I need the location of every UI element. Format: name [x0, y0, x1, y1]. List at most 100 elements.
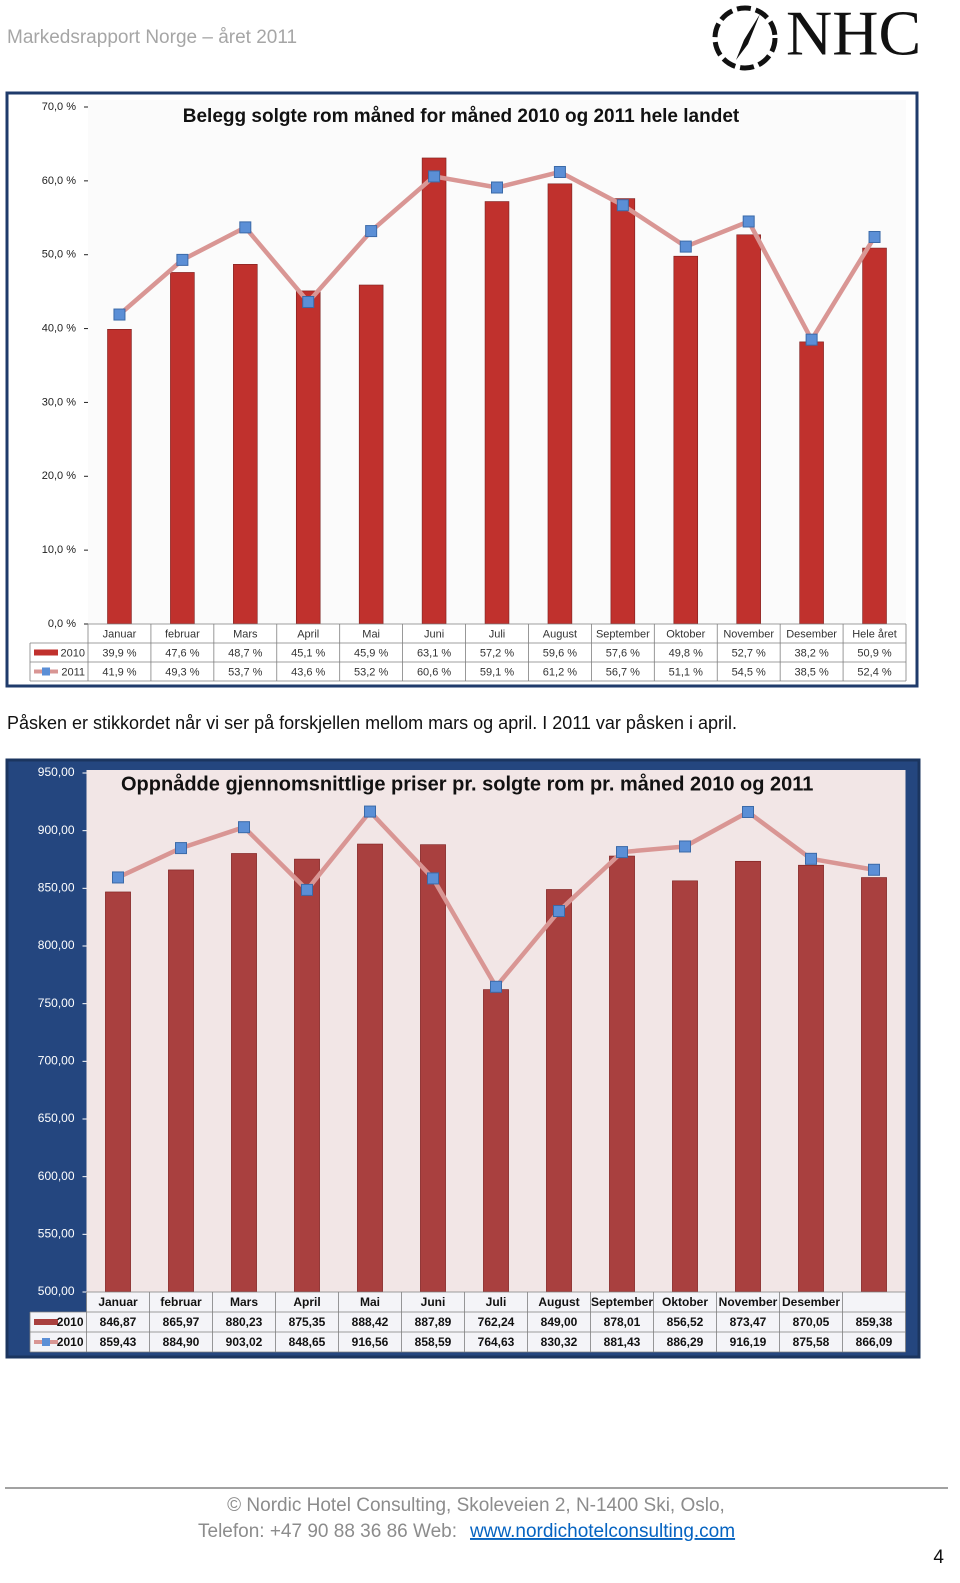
value-label: 886,29	[667, 1335, 704, 1349]
y-tick-label: 650,00	[38, 1111, 75, 1125]
value-label: 762,24	[478, 1315, 515, 1329]
value-label: 47,6 %	[165, 647, 199, 659]
bar	[105, 891, 131, 1293]
header-title: Markedsrapport Norge – året 2011	[7, 27, 297, 48]
value-label: 56,7 %	[606, 666, 640, 678]
logo-text: NHC	[786, 0, 921, 69]
x-tick-label: Juli	[486, 1295, 507, 1309]
value-label: 859,43	[100, 1335, 137, 1349]
value-label: 59,6 %	[543, 647, 577, 659]
x-tick-label: februar	[160, 1295, 202, 1309]
value-label: 873,47	[730, 1315, 767, 1329]
x-tick-label: Hele året	[852, 628, 897, 640]
legend-label: 2010	[61, 647, 85, 659]
x-tick-label: August	[543, 628, 577, 640]
marker	[742, 805, 754, 818]
bar	[673, 255, 699, 625]
x-tick-label: November	[723, 628, 774, 640]
value-label: 856,52	[667, 1315, 704, 1329]
chart: 0,0 % 10,0 % 20,0 % 30,0 % 40,0 % 50,0 % 60,0 …	[5, 91, 919, 688]
x-tick-label: November	[719, 1295, 778, 1309]
value-label: 916,19	[730, 1335, 767, 1349]
marker	[301, 883, 313, 896]
marker	[491, 181, 503, 194]
marker	[679, 240, 692, 253]
marker	[113, 308, 126, 321]
bar	[358, 284, 384, 625]
data-table	[86, 1292, 906, 1312]
value-label: 916,56	[352, 1335, 389, 1349]
marker	[616, 199, 629, 212]
marker	[679, 840, 691, 853]
value-label: 830,32	[541, 1335, 578, 1349]
bar	[294, 858, 320, 1293]
value-label: 875,58	[793, 1335, 830, 1349]
value-label: 45,9 %	[354, 647, 388, 659]
value-label: 849,00	[541, 1315, 578, 1329]
x-tick-label: Mars	[233, 628, 258, 640]
value-label: 878,01	[604, 1315, 641, 1329]
marker	[868, 863, 880, 876]
value-label: 53,7 %	[228, 666, 262, 678]
marker	[616, 846, 628, 859]
value-label: 57,6 %	[606, 647, 640, 659]
legend-swatch	[34, 649, 58, 656]
y-tick-label: 500,00	[38, 1284, 75, 1298]
marker	[112, 871, 124, 884]
value-label: 43,6 %	[291, 666, 325, 678]
value-label: 41,9 %	[102, 666, 136, 678]
marker	[805, 333, 818, 346]
x-tick-label: Desember	[782, 1295, 840, 1309]
value-label: 884,90	[163, 1335, 200, 1349]
y-tick-label: 850,00	[38, 881, 75, 895]
marker	[553, 905, 565, 918]
x-tick-label: Januar	[103, 628, 137, 640]
value-label: 52,7 %	[732, 647, 766, 659]
value-label: 53,2 %	[354, 666, 388, 678]
bar	[295, 290, 321, 625]
y-tick-label: 700,00	[38, 1054, 75, 1068]
bar	[799, 341, 824, 625]
x-tick-label: Mars	[230, 1295, 258, 1309]
value-label: 859,38	[856, 1315, 893, 1329]
legend-label: 2011	[61, 666, 85, 678]
x-tick-label: Desember	[786, 628, 837, 640]
marker	[176, 253, 189, 266]
value-label: 52,4 %	[857, 666, 891, 678]
bar	[107, 329, 132, 625]
value-label: 846,87	[100, 1315, 137, 1329]
bar	[231, 853, 257, 1293]
marker	[428, 170, 441, 183]
bar	[483, 989, 509, 1293]
value-label: 866,09	[856, 1335, 893, 1349]
x-tick-label: Oktober	[662, 1295, 708, 1309]
bar	[547, 183, 573, 625]
legend-label: 2010	[57, 1335, 84, 1349]
data-table	[88, 624, 906, 643]
value-label: 63,1 %	[417, 647, 451, 659]
value-label: 888,42	[352, 1315, 389, 1329]
value-label: 48,7 %	[228, 647, 262, 659]
legend-label: 2010	[57, 1315, 84, 1329]
paragraph: Påsken er stikkordet når vi ser på forsk…	[7, 713, 737, 733]
logo-needle	[736, 14, 760, 60]
y-tick-label: 50,0 %	[42, 249, 76, 261]
value-label: 51,1 %	[669, 666, 703, 678]
bar	[421, 157, 447, 625]
y-tick-label: 0,0 %	[48, 618, 76, 630]
x-tick-label: September	[591, 1295, 653, 1309]
value-label: 881,43	[604, 1335, 641, 1349]
y-tick-label: 20,0 %	[42, 470, 76, 482]
bar	[420, 844, 446, 1293]
y-tick-label: 70,0 %	[42, 101, 76, 113]
marker	[490, 980, 502, 993]
y-tick-label: 900,00	[38, 823, 75, 837]
x-tick-label: Januar	[98, 1295, 138, 1309]
value-label: 49,3 %	[165, 666, 199, 678]
footer-link[interactable]: www.nordichotelconsulting.com	[469, 1521, 735, 1542]
marker	[239, 221, 252, 234]
value-label: 903,02	[226, 1335, 263, 1349]
chart-title: Belegg solgte rom måned for måned 2010 o…	[183, 106, 740, 127]
x-tick-label: Oktober	[666, 628, 705, 640]
